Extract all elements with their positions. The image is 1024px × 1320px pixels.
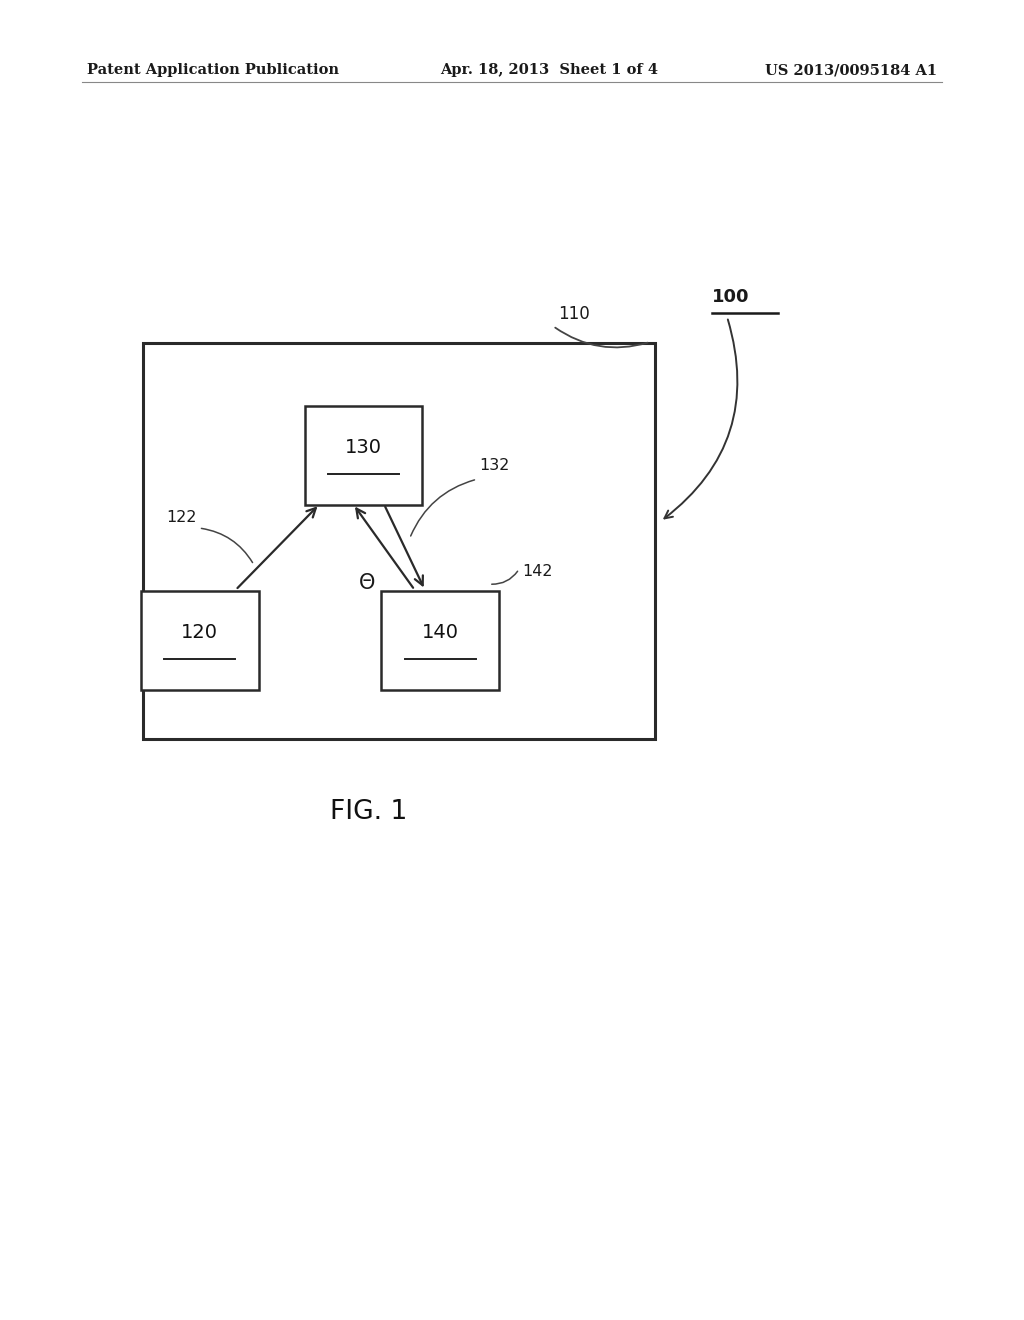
Text: Θ: Θ xyxy=(358,573,375,594)
Text: 110: 110 xyxy=(558,305,590,323)
Text: 132: 132 xyxy=(479,458,510,474)
Text: 120: 120 xyxy=(181,623,218,642)
Text: 142: 142 xyxy=(522,564,553,579)
Text: Patent Application Publication: Patent Application Publication xyxy=(87,63,339,78)
Bar xyxy=(141,591,258,689)
Text: US 2013/0095184 A1: US 2013/0095184 A1 xyxy=(765,63,937,78)
Text: FIG. 1: FIG. 1 xyxy=(330,799,408,825)
Bar xyxy=(305,407,422,504)
Text: 122: 122 xyxy=(166,510,197,525)
Text: 100: 100 xyxy=(712,288,750,306)
Bar xyxy=(381,591,500,689)
Text: 140: 140 xyxy=(422,623,459,642)
Bar xyxy=(143,343,655,739)
Text: 130: 130 xyxy=(345,438,382,457)
Text: Apr. 18, 2013  Sheet 1 of 4: Apr. 18, 2013 Sheet 1 of 4 xyxy=(440,63,658,78)
